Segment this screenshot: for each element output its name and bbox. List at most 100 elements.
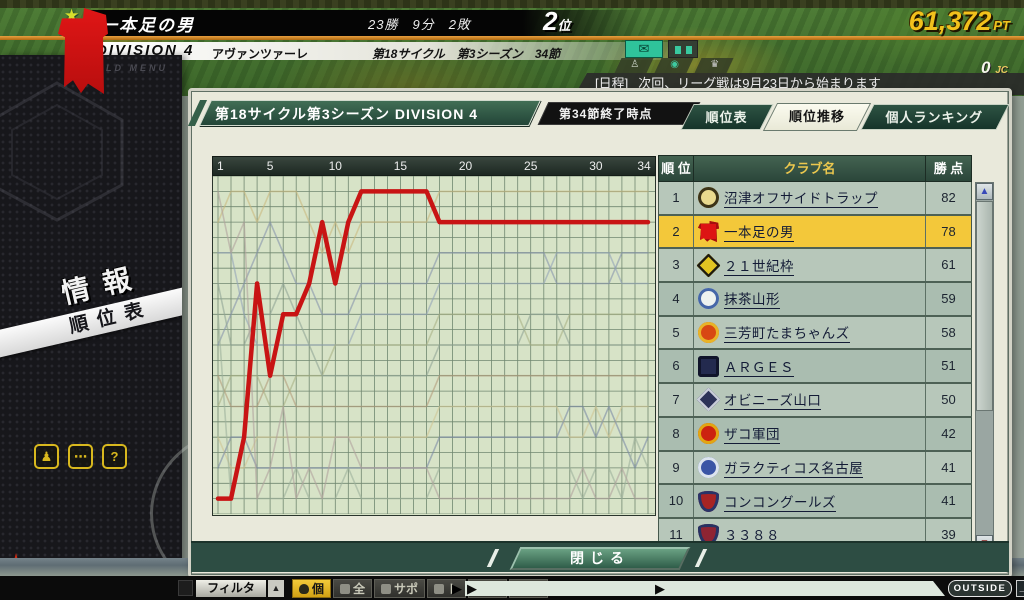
tab-rank-progress[interactable]: 順位推移 (763, 103, 872, 131)
outside-button[interactable]: OUTSIDE (948, 580, 1012, 597)
club-name-link[interactable]: オビニーズ山口 (724, 389, 822, 411)
table-row[interactable]: 8 ザコ軍団 42 (659, 417, 972, 452)
team-name: 一本足の男 (100, 16, 195, 35)
sidebar-help-button[interactable]: ? (102, 444, 127, 469)
club-name-link[interactable]: 一本足の男 (724, 221, 794, 243)
standings-window: 第18サイクル第3シーズン DIVISION 4 第34節終了時点 順位表 順位… (187, 88, 1012, 578)
filter-collapse-button[interactable]: ▲ (268, 580, 284, 597)
series-line (217, 405, 649, 469)
tab-individual-ranking[interactable]: 個人ランキング (860, 104, 1010, 130)
mail-icon[interactable]: ✉ (625, 40, 663, 58)
points-cell: 61 (926, 249, 972, 282)
filter-button-flag[interactable]: サポ (374, 579, 426, 598)
divider-arrow-icon: ▶ (655, 581, 665, 596)
season-record: 23勝 9分 2敗 (368, 17, 471, 32)
series-line (215, 189, 651, 501)
points-cell: 82 (926, 182, 972, 214)
table-row[interactable]: 1 沼津オフサイドトラップ 82 (659, 182, 972, 216)
team-header-bar (86, 10, 646, 36)
club-badge-icon (698, 322, 719, 344)
cycle-season-info: 第18サイクル 第3シーズン 34節 (372, 47, 561, 61)
series-line (217, 282, 649, 377)
table-header: 順 位 クラブ名 勝 点 (658, 155, 972, 182)
club-emblem (58, 8, 108, 94)
points-cell: 78 (926, 215, 972, 248)
series-line (217, 252, 649, 346)
division-label: DIVISION 4 (96, 42, 195, 59)
points-cell: 50 (926, 384, 972, 416)
club-cell: 一本足の男 (694, 215, 926, 248)
table-body: 1 沼津オフサイドトラップ 82 2 一本足の男 78 3 ２１世紀枠 61 4 抹茶山形 59 5 三芳… (658, 182, 972, 553)
division-bar (86, 42, 700, 60)
table-row[interactable]: 5 三芳町たまちゃんズ 58 (659, 316, 972, 351)
x-axis-tick: 1 (216, 159, 224, 173)
tab-standings[interactable]: 順位表 (680, 104, 774, 130)
view-tabs: 順位表 順位推移 個人ランキング (680, 103, 1010, 131)
club-cell: ＡＲＧＥＳ (694, 350, 926, 383)
rank-cell: 7 (659, 384, 694, 416)
scroll-up-icon[interactable]: ▲ (976, 183, 993, 200)
filter-bar-strip: ▶ ▶ (465, 581, 945, 596)
filter-button-trainer[interactable]: ト (427, 579, 467, 598)
rank-cell: 10 (659, 485, 694, 517)
panel-title: 第18サイクル第3シーズン DIVISION 4 (215, 106, 478, 122)
close-decoration (486, 549, 500, 567)
points-cell: 41 (926, 451, 972, 484)
header-divider (0, 36, 1024, 40)
minimize-button[interactable]: ＿ (1016, 580, 1024, 597)
table-row[interactable]: 10 コンコングールズ 41 (659, 485, 972, 519)
club-cell: 沼津オフサイドトラップ (694, 182, 926, 214)
table-scrollbar[interactable]: ▲ ▼ (975, 182, 994, 553)
filter-bar-corner (178, 580, 193, 596)
filter-label-button[interactable]: フィルタ (196, 580, 266, 597)
filter-button-group[interactable]: 全 (333, 579, 373, 598)
divider-arrow-icon: ▶ (467, 581, 477, 596)
divider-arrow-icon: ▶ (452, 581, 462, 596)
points-cell: 39 (926, 518, 972, 551)
x-axis-tick: 10 (328, 159, 342, 173)
rank-cell: 11 (659, 518, 694, 551)
scrollbar-thumb[interactable] (976, 201, 993, 411)
hexagon-emblem (0, 81, 124, 222)
chat-icon: ⋯ (74, 449, 87, 464)
club-name-link[interactable]: 沼津オフサイドトラップ (724, 187, 878, 209)
column-points: 勝 点 (933, 161, 964, 176)
table-row[interactable]: 7 オビニーズ山口 50 (659, 384, 972, 418)
close-button[interactable]: 閉じる (509, 547, 691, 570)
club-name-link[interactable]: 抹茶山形 (724, 288, 780, 310)
filter-button-person[interactable]: 個 (292, 579, 332, 598)
club-name-link[interactable]: コンコングールズ (724, 491, 836, 512)
column-club: クラブ名 (694, 156, 926, 181)
members-icon[interactable] (668, 40, 698, 58)
x-axis-tick: 20 (458, 159, 473, 173)
series-line (217, 374, 649, 408)
table-row[interactable]: 9 ガラクティコス名古屋 41 (659, 451, 972, 486)
rank-cell: 8 (659, 417, 694, 450)
table-row[interactable]: 2 一本足の男 78 (659, 215, 972, 250)
help-icon: ? (110, 449, 119, 464)
standings-table: 順 位 クラブ名 勝 点 1 沼津オフサイドトラップ 82 2 一本足の男 78 3 ２１世紀… (658, 155, 994, 553)
club-badge-icon (696, 387, 721, 413)
group-icon (340, 583, 351, 594)
club-badge-icon (698, 355, 719, 377)
table-row[interactable]: 3 ２１世紀枠 61 (659, 249, 972, 284)
sidebar-chat-button[interactable]: ⋯ (68, 444, 93, 469)
club-name-link[interactable]: 三芳町たまちゃんズ (724, 322, 850, 344)
series-line (217, 405, 649, 469)
club-name-link[interactable]: ＡＲＧＥＳ (724, 356, 794, 377)
points-cell: 51 (926, 350, 972, 383)
table-row[interactable]: 6 ＡＲＧＥＳ 51 (659, 350, 972, 385)
table-row[interactable]: 4 抹茶山形 59 (659, 283, 972, 317)
club-cell: ２１世紀枠 (694, 249, 926, 282)
club-name-link[interactable]: ガラクティコス名古屋 (724, 457, 864, 478)
player-icon: ♟ (40, 449, 53, 464)
club-name-link[interactable]: ２１世紀枠 (724, 255, 794, 276)
notice-text: 次回、リーグ戦は9月23日から始まります (638, 76, 881, 91)
points-cell: 42 (926, 417, 972, 450)
x-axis-tick: 30 (589, 159, 603, 173)
sidebar-player-button[interactable]: ♟ (34, 444, 59, 469)
club-cell: 三芳町たまちゃんズ (694, 316, 926, 349)
club-name-link[interactable]: ザコ軍団 (724, 423, 780, 445)
club-cell: オビニーズ山口 (694, 384, 926, 416)
